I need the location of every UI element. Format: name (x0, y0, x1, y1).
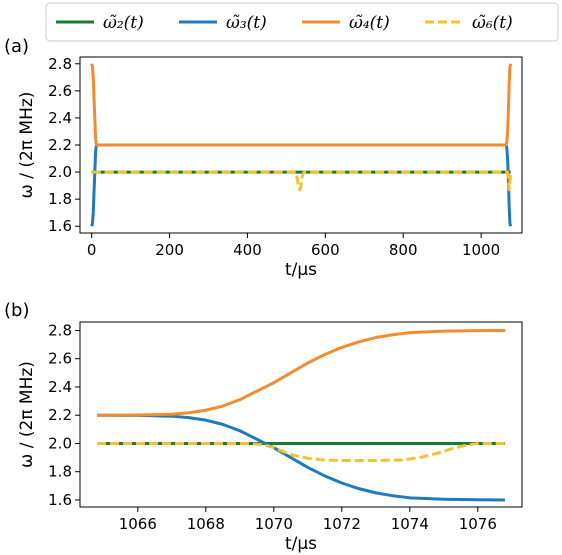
legend: ω̃₂(t) ω̃₃(t) ω̃₄(t) ω̃₆(t) (45, 2, 559, 42)
panel-a-series-line-4 (91, 170, 513, 192)
legend-label-3: ω̃₄(t) (349, 13, 390, 33)
panel-a-ytick-label-6: 2.6 (48, 82, 72, 100)
panel-a-xtick-label-4: 600 (311, 241, 340, 259)
panel-b-ylabel: ω / (2π MHz) (17, 361, 37, 468)
panel-b: (b) 1066 1068 1070 1072 1074 1076 1.6 1.8 2.0 2.2… (4, 300, 523, 554)
panel-b-xtick-label-2: 1068 (187, 515, 225, 533)
panel-a-ylabel: ω / (2π MHz) (17, 92, 37, 199)
panel-b-series-line-2 (96, 413, 506, 502)
panel-b-ytick-label-2: 1.8 (48, 463, 72, 481)
panel-a-ytick-label-4: 2.2 (48, 136, 72, 154)
panel-b-ytick-label-3: 2.0 (48, 434, 72, 452)
panel-b-xtick-label-6: 1076 (459, 515, 497, 533)
panel-a-ytick-label-5: 2.4 (48, 109, 72, 127)
panel-a-ytick-label-2: 1.8 (48, 190, 72, 208)
panel-a-xtick-label-6: 1000 (462, 241, 500, 259)
panel-a: (a) 0 200 400 600 800 1000 1.6 1.8 2.0 2.2 2.4 2.6 2… (4, 36, 523, 280)
panel-b-series-line-3 (96, 328, 506, 417)
panel-a-xlabel: t/μs (285, 260, 317, 280)
panel-a-ytick-label-7: 2.8 (48, 55, 72, 73)
panel-b-xtick-label-1: 1066 (119, 515, 157, 533)
panel-b-xtick-label-4: 1072 (323, 515, 361, 533)
panel-b-ytick-label-4: 2.2 (48, 406, 72, 424)
panel-b-ytick-label-6: 2.6 (48, 350, 72, 368)
panel-a-xtick-label-3: 400 (233, 241, 262, 259)
panel-b-ytick-label-1: 1.6 (48, 491, 72, 509)
panel-a-xtick-label-1: 0 (87, 241, 97, 259)
panel-b-xtick-label-5: 1074 (391, 515, 429, 533)
legend-label-1: ω̃₂(t) (103, 13, 144, 33)
panel-a-series-group (90, 63, 513, 227)
panel-a-ytick-label-1: 1.6 (48, 217, 72, 235)
panel-a-xtick-label-5: 800 (389, 241, 418, 259)
panel-b-ytick-label-7: 2.8 (48, 321, 72, 339)
panel-a-ytick-label-3: 2.0 (48, 163, 72, 181)
panel-b-xtick-label-3: 1070 (255, 515, 293, 533)
panel-a-xtick-label-2: 200 (155, 241, 184, 259)
panel-b-axes-frame (79, 321, 523, 508)
legend-label-4: ω̃₆(t) (472, 13, 513, 33)
legend-label-2: ω̃₃(t) (226, 13, 267, 33)
panel-b-ytick-label-5: 2.4 (48, 378, 72, 396)
panel-a-series-line-3 (90, 63, 513, 147)
panel-b-label: (b) (4, 300, 29, 321)
panel-b-series-line-4 (97, 441, 505, 463)
panel-b-xlabel: t/μs (285, 534, 317, 554)
panel-b-series-group (96, 328, 506, 502)
panel-a-label: (a) (4, 36, 29, 57)
